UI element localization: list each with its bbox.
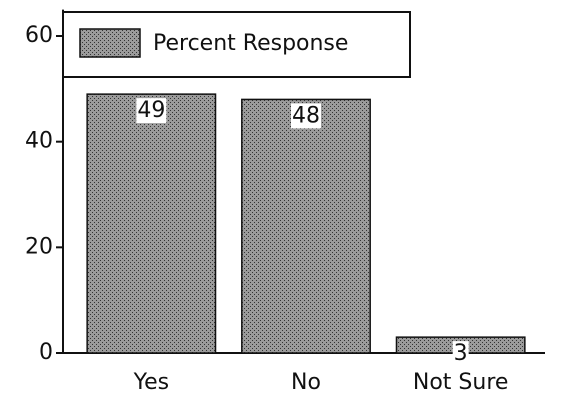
data-label-bg xyxy=(136,98,167,124)
legend-swatch xyxy=(79,28,141,58)
legend-box xyxy=(62,11,411,78)
bar xyxy=(241,98,371,354)
data-label: 48 xyxy=(292,103,320,128)
y-tick-label: 20 xyxy=(25,234,53,259)
y-tick-label: 40 xyxy=(25,129,53,154)
y-tick-label: 60 xyxy=(25,23,53,48)
bar xyxy=(86,93,217,354)
x-tick-label: No xyxy=(291,370,321,395)
data-label: 3 xyxy=(454,341,468,366)
data-label: 49 xyxy=(137,98,165,123)
y-tick-label: 0 xyxy=(39,340,53,365)
data-label-bg xyxy=(452,341,469,367)
x-tick-label: Yes xyxy=(133,370,170,395)
data-label-bg xyxy=(291,103,321,129)
legend-label: Percent Response xyxy=(153,31,348,56)
x-tick-label: Not Sure xyxy=(413,370,509,395)
